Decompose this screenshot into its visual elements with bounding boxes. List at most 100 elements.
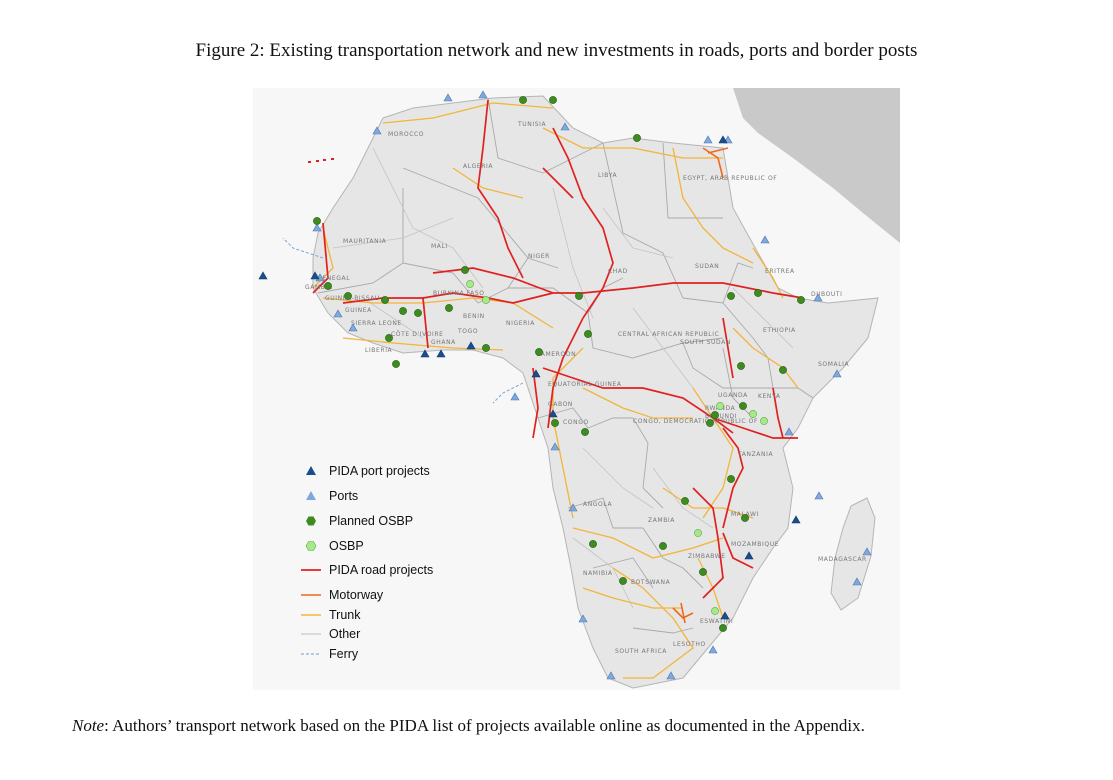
port-marker [708,645,718,654]
legend-item-planned-osbp: Planned OSBP [306,514,413,528]
label-niger: NIGER [528,253,550,260]
label-angola: ANGOLA [583,501,612,508]
legend-item-pida-road: PIDA road projects [301,563,433,577]
legend-label-ferry: Ferry [329,647,359,661]
label-burkina-faso: BURKINA FASO [433,290,485,297]
note-prefix: Note [72,716,105,735]
label-drc: CONGO, DEMOCRATIC REPUBLIC OF [633,418,758,425]
arabian-peninsula [733,88,900,243]
planned-osbp-marker [324,282,332,290]
port-marker [814,491,824,500]
planned-osbp-marker [519,96,527,104]
legend-label-other: Other [329,627,360,641]
planned-osbp-marker [633,134,641,142]
label-cameroon: CAMEROON [536,351,576,358]
planned-osbp-marker [589,540,597,548]
africa-transport-map: MOROCCO ALGERIA TUNISIA LIBYA EGYPT, ARA… [253,88,900,690]
osbp-markers [466,280,768,615]
legend-label-trunk: Trunk [329,608,361,622]
planned-osbp-marker [797,296,805,304]
planned-osbp-marker [445,304,453,312]
pida-port-marker [718,135,728,144]
port-marker [760,235,770,244]
label-namibia: NAMIBIA [583,570,613,577]
planned-osbp-marker [681,497,689,505]
label-ethiopia: ETHIOPIA [763,327,796,334]
osbp-marker [749,410,757,418]
port-marker [478,90,488,99]
legend-symbol-planned-osbp [306,516,316,526]
figure-note: Note: Authors’ transport network based o… [72,716,865,736]
pida-port-marker [436,349,446,358]
label-eq-guinea: EQUATORIAL GUINEA [548,381,622,388]
planned-osbp-marker [385,334,393,342]
label-libya: LIBYA [598,172,617,179]
planned-osbp-marker [739,402,747,410]
label-somalia: SOMALIA [818,361,850,368]
planned-osbp-marker [699,568,707,576]
planned-osbp-marker [619,577,627,585]
osbp-marker [694,529,702,537]
pida-road-projects [312,99,804,599]
port-marker [312,223,322,232]
planned-osbp-marker [551,419,559,427]
planned-osbp-marker [779,366,787,374]
label-chad: CHAD [608,268,628,275]
planned-osbp-marker [754,289,762,297]
label-mauritania: MAURITANIA [343,238,387,245]
pida-port-markers [258,135,801,620]
planned-osbp-marker [741,514,749,522]
label-morocco: MOROCCO [388,131,424,138]
label-togo: TOGO [457,328,478,335]
label-djibouti: DJIBOUTI [811,291,843,298]
port-marker [862,547,872,556]
label-gabon: GABON [548,401,573,408]
ports-markers [312,90,872,680]
planned-osbp-marker [414,309,422,317]
label-guinea-bissau: GUINEA-BISSAU [325,295,380,302]
osbp-marker [716,402,724,410]
label-lesotho: LESOTHO [673,641,706,648]
osbp-marker [711,607,719,615]
pida-port-marker [258,271,268,280]
planned-osbp-marker [392,360,400,368]
label-tunisia: TUNISIA [517,121,546,128]
pida-port-marker [791,515,801,524]
port-marker [784,427,794,436]
pida-port-marker [720,611,730,620]
legend-item-ferry: Ferry [301,647,359,661]
planned-osbp-marker [727,292,735,300]
label-burundi: BURUNDI [705,413,737,420]
note-text: : Authors’ transport network based on th… [104,716,865,735]
planned-osbp-marker [381,296,389,304]
label-madagascar: MADAGASCAR [818,556,867,563]
pida-port-marker [548,409,558,418]
osbp-marker [760,417,768,425]
port-marker [333,309,343,318]
label-botswana: BOTSWANA [631,579,671,586]
figure-caption: Figure 2: Existing transportation networ… [195,40,918,61]
legend-symbol-ports [306,491,316,500]
legend-symbol-pida-port [306,466,316,475]
port-marker [568,503,578,512]
pida-port-marker [420,349,430,358]
label-south-sudan: SOUTH SUDAN [680,339,731,346]
label-eswatini: ESWATINI [700,618,733,625]
planned-osbp-marker [344,292,352,300]
pida-port-marker [310,271,320,280]
planned-osbp-marker [737,362,745,370]
port-marker [606,671,616,680]
label-mali: MALI [431,243,448,250]
pida-port-marker [531,369,541,378]
planned-osbp-marker [461,266,469,274]
label-algeria: ALGERIA [463,163,493,170]
label-benin: BENIN [463,313,485,320]
osbp-marker [482,296,490,304]
planned-osbp-marker [399,307,407,315]
legend-symbol-osbp [305,541,317,551]
label-gambia: GAMBIA [305,284,333,291]
label-congo: CONGO [563,419,589,426]
legend-label-ports: Ports [329,489,358,503]
legend-label-pida-road: PIDA road projects [329,563,433,577]
legend-label-pida-port: PIDA port projects [329,464,430,478]
